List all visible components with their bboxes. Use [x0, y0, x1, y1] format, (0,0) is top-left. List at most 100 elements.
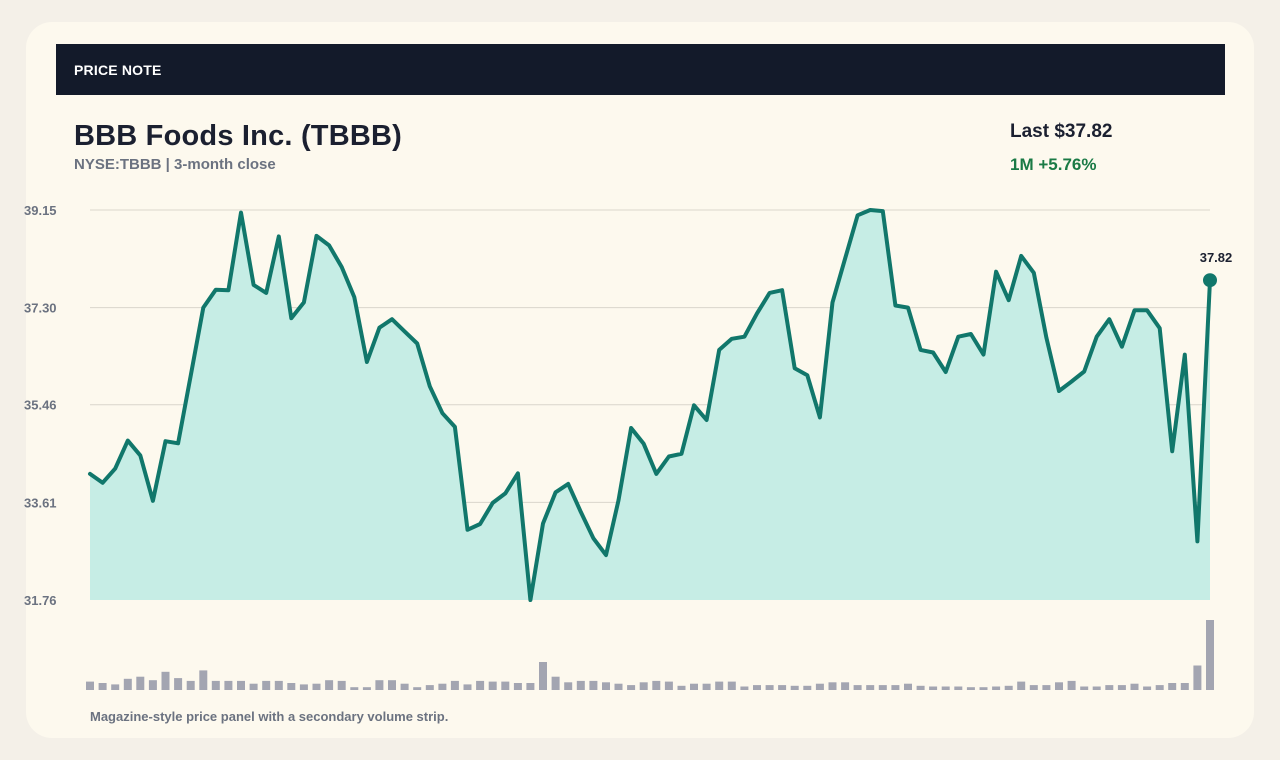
volume-bar — [639, 682, 648, 690]
y-axis-ticks: 39.15 37.30 35.46 33.61 31.76 — [24, 203, 57, 608]
volume-bar — [929, 686, 938, 690]
volume-bar — [463, 684, 472, 690]
volume-bar — [941, 686, 950, 690]
volume-bar — [262, 680, 271, 690]
volume-bar — [1206, 620, 1214, 690]
volume-bar — [576, 680, 585, 690]
volume-bar — [627, 685, 636, 690]
volume-bar — [1105, 685, 1114, 690]
volume-bar — [299, 684, 308, 690]
volume-bar — [488, 681, 497, 690]
volume-bar — [966, 687, 975, 690]
volume-bar — [350, 687, 359, 690]
change-1m: 1M +5.76% — [1010, 155, 1097, 174]
volume-bar — [1017, 681, 1026, 690]
volume-bar — [438, 683, 447, 690]
volume-bar — [1004, 685, 1013, 690]
volume-bar — [1193, 665, 1202, 690]
volume-bar — [564, 682, 573, 690]
volume-bar — [765, 685, 774, 690]
volume-bar — [866, 685, 875, 690]
volume-bar — [476, 680, 485, 690]
volume-bar — [174, 678, 183, 690]
volume-bar — [375, 680, 384, 690]
volume-bar — [249, 683, 258, 690]
volume-bar — [136, 676, 145, 690]
volume-bar — [148, 680, 157, 690]
volume-bar — [727, 681, 736, 690]
volume-bar — [652, 680, 661, 690]
volume-bar — [413, 687, 422, 690]
page-title: BBB Foods Inc. (TBBB) — [74, 120, 403, 152]
volume-bar — [715, 681, 724, 690]
volume-bar — [1168, 683, 1177, 690]
volume-bar — [501, 681, 510, 690]
volume-bar — [274, 680, 283, 690]
volume-bar — [1143, 686, 1152, 690]
y-tick-label: 33.61 — [24, 495, 57, 510]
volume-bar — [111, 684, 120, 690]
volume-bar — [1029, 685, 1038, 690]
volume-bar — [123, 678, 132, 690]
last-point-marker — [1203, 273, 1217, 288]
volume-bar — [954, 686, 963, 690]
volume-bar — [425, 685, 434, 690]
volume-bar — [778, 685, 787, 690]
volume-bar — [815, 683, 824, 690]
volume-bar — [400, 683, 409, 690]
volume-bar — [337, 680, 346, 690]
volume-bar — [664, 681, 673, 690]
y-tick-label: 39.15 — [24, 203, 57, 218]
volume-bar — [325, 680, 334, 690]
last-point-label: 37.82 — [1200, 250, 1233, 265]
volume-bar — [853, 685, 862, 690]
volume-bar — [1080, 686, 1089, 690]
volume-bar — [1130, 683, 1139, 690]
volume-bar — [1180, 683, 1189, 690]
volume-bar — [161, 671, 170, 690]
price-area — [90, 210, 1210, 600]
volume-bar — [589, 680, 598, 690]
volume-bar — [979, 687, 988, 690]
y-tick-label: 35.46 — [24, 398, 57, 413]
footnote: Magazine-style price panel with a second… — [90, 709, 449, 724]
volume-bar — [526, 683, 535, 690]
volume-bar — [790, 685, 799, 690]
volume-bar — [86, 681, 94, 690]
volume-bar — [1117, 685, 1126, 690]
volume-bar — [904, 683, 912, 690]
volume-bar — [891, 685, 900, 690]
volume-bar — [1067, 680, 1076, 690]
last-price: Last $37.82 — [1010, 121, 1113, 142]
volume-bar — [186, 680, 195, 690]
page-subtitle: NYSE:TBBB | 3-month close — [74, 156, 276, 173]
volume-bar — [1155, 685, 1164, 690]
volume-bar — [828, 682, 837, 690]
y-tick-label: 31.76 — [24, 593, 57, 608]
volume-bar — [362, 687, 371, 690]
price-line — [88, 208, 1212, 602]
volume-bar — [539, 662, 547, 690]
y-tick-label: 37.30 — [24, 301, 57, 316]
volume-bar — [450, 680, 459, 690]
price-note-banner: PRICE NOTE — [56, 44, 1225, 95]
volume-bar — [312, 683, 321, 690]
volume-bar — [753, 685, 761, 690]
volume-bar — [1055, 682, 1063, 690]
volume-bar — [211, 680, 220, 690]
volume-bar — [98, 683, 107, 690]
volume-bar — [602, 682, 610, 690]
volume-bar — [992, 686, 1001, 690]
volume-bar — [1042, 685, 1051, 690]
volume-bar — [199, 670, 208, 690]
volume-bar — [690, 683, 698, 690]
volume-bar — [287, 683, 296, 690]
volume-bar — [1092, 686, 1101, 690]
volume-bar — [740, 686, 749, 690]
volume-bar — [551, 676, 560, 690]
volume-bar — [614, 683, 623, 690]
volume-bar — [916, 685, 925, 690]
volume-bar — [702, 683, 711, 690]
volume-bar — [841, 682, 850, 690]
